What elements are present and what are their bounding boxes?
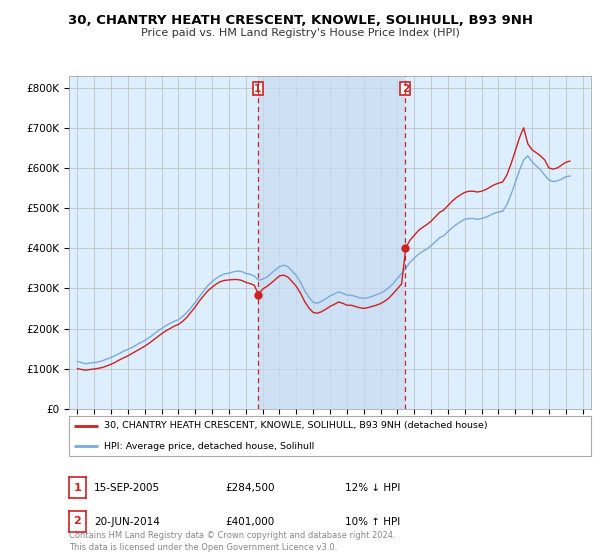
- Text: 15-SEP-2005: 15-SEP-2005: [94, 483, 160, 493]
- Text: 12% ↓ HPI: 12% ↓ HPI: [345, 483, 400, 493]
- Text: HPI: Average price, detached house, Solihull: HPI: Average price, detached house, Soli…: [104, 442, 315, 451]
- Text: 2: 2: [401, 84, 409, 94]
- Text: 10% ↑ HPI: 10% ↑ HPI: [345, 517, 400, 527]
- Text: £284,500: £284,500: [225, 483, 275, 493]
- Text: Price paid vs. HM Land Registry's House Price Index (HPI): Price paid vs. HM Land Registry's House …: [140, 28, 460, 38]
- Text: 2: 2: [74, 516, 81, 526]
- Text: 20-JUN-2014: 20-JUN-2014: [94, 517, 160, 527]
- Text: 1: 1: [254, 84, 262, 94]
- Text: 30, CHANTRY HEATH CRESCENT, KNOWLE, SOLIHULL, B93 9NH: 30, CHANTRY HEATH CRESCENT, KNOWLE, SOLI…: [67, 14, 533, 27]
- Bar: [258, 76, 405, 409]
- Text: Contains HM Land Registry data © Crown copyright and database right 2024.
This d: Contains HM Land Registry data © Crown c…: [69, 531, 395, 552]
- Text: 30, CHANTRY HEATH CRESCENT, KNOWLE, SOLIHULL, B93 9NH (detached house): 30, CHANTRY HEATH CRESCENT, KNOWLE, SOLI…: [104, 421, 488, 430]
- Text: 1: 1: [74, 483, 81, 493]
- Text: £401,000: £401,000: [225, 517, 274, 527]
